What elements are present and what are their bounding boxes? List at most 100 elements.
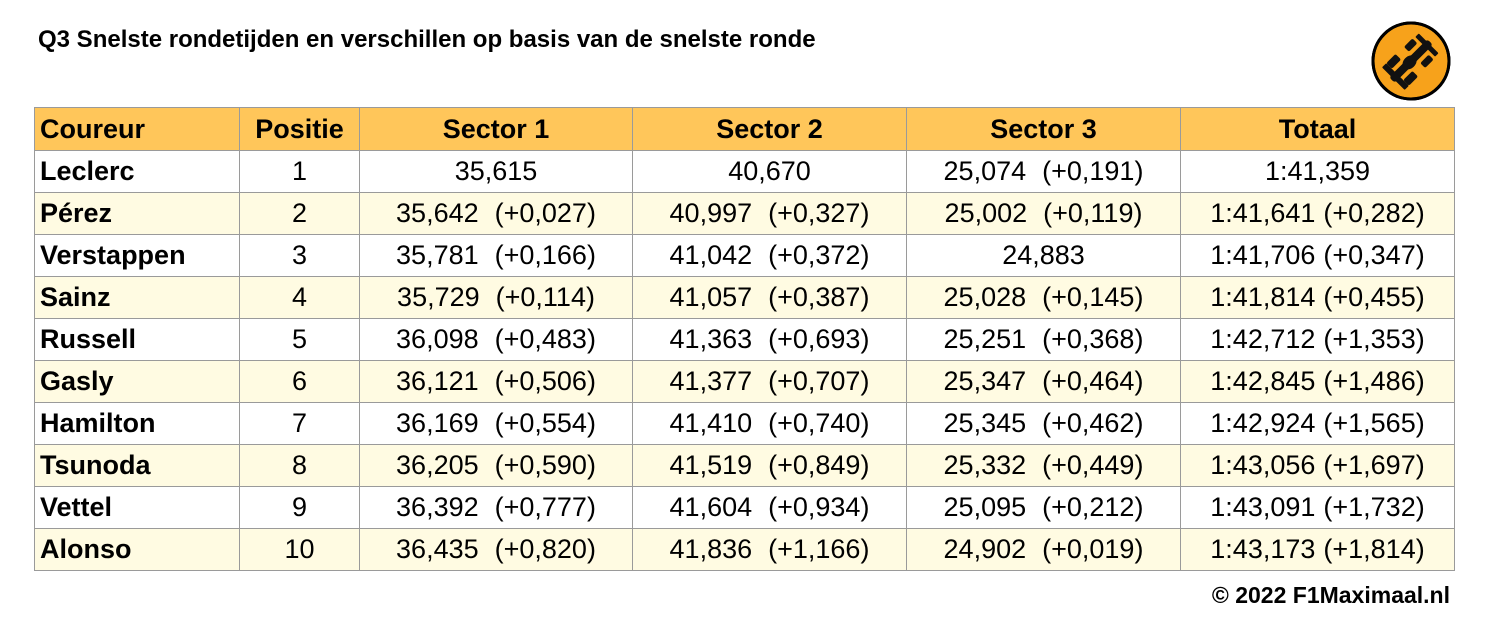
table-row: Verstappen 3 35,781 (+0,166) 41,042 (+0,372) 2… (34, 234, 1455, 277)
sector2-time: 40,670 (728, 156, 811, 186)
sector2-cell: 41,042 (+0,372) (632, 234, 907, 277)
driver-cell: Gasly (34, 360, 240, 403)
sector2-time: 41,836 (669, 534, 753, 564)
sector2-cell: 41,410 (+0,740) (632, 402, 907, 445)
driver-cell: Leclerc (34, 150, 240, 193)
sector2-diff: (+0,707) (768, 366, 870, 396)
sector1-diff: (+0,483) (494, 324, 596, 354)
column-header: Positie (239, 107, 360, 151)
column-header: Sector 1 (359, 107, 633, 151)
total-cell: 1:42,924 (+1,565) (1180, 402, 1455, 445)
sector2-time: 41,377 (669, 366, 753, 396)
sector2-cell: 41,519 (+0,849) (632, 444, 907, 487)
lap-times-table: Coureur Positie Sector 1 Sector 2 Sector… (34, 107, 1455, 571)
total-time: 1:42,845 (1210, 366, 1316, 396)
position-cell: 9 (239, 486, 360, 529)
column-header: Coureur (34, 107, 240, 151)
sector3-time: 25,345 (943, 408, 1027, 438)
sector3-cell: 25,002 (+0,119) (906, 192, 1181, 235)
sector2-diff: (+0,387) (768, 282, 870, 312)
sector2-cell: 40,997 (+0,327) (632, 192, 907, 235)
total-cell: 1:41,641 (+0,282) (1180, 192, 1455, 235)
driver-cell: Sainz (34, 276, 240, 319)
sector3-time: 25,002 (944, 198, 1028, 228)
sector2-time: 41,042 (669, 240, 753, 270)
sector3-cell: 25,028 (+0,145) (906, 276, 1181, 319)
copyright-footer: © 2022 F1Maximaal.nl (1211, 582, 1450, 608)
sector1-cell: 35,615 (359, 150, 633, 193)
sector2-time: 41,410 (669, 408, 753, 438)
total-cell: 1:42,845 (+1,486) (1180, 360, 1455, 403)
sector3-cell: 25,251 (+0,368) (906, 318, 1181, 361)
sector2-cell: 41,363 (+0,693) (632, 318, 907, 361)
sector1-cell: 36,098 (+0,483) (359, 318, 633, 361)
total-cell: 1:41,814 (+0,455) (1180, 276, 1455, 319)
sector1-time: 35,729 (397, 282, 480, 312)
racing-car-icon (1371, 21, 1451, 101)
sector2-diff: (+0,740) (768, 408, 870, 438)
sector2-cell: 41,057 (+0,387) (632, 276, 907, 319)
sector1-time: 35,615 (454, 156, 538, 186)
sector1-cell: 36,205 (+0,590) (359, 444, 633, 487)
sector2-diff: (+0,934) (768, 492, 870, 522)
sector3-diff: (+0,464) (1042, 366, 1144, 396)
sector2-cell: 41,604 (+0,934) (632, 486, 907, 529)
sector2-time: 41,519 (669, 450, 753, 480)
sector1-diff: (+0,554) (494, 408, 596, 438)
table-row: Tsunoda 8 36,205 (+0,590) 41,519 (+0,849) 25,3… (34, 444, 1455, 487)
table-row: Russell 5 36,098 (+0,483) 41,363 (+0,693) 25,2… (34, 318, 1455, 361)
sector3-cell: 24,883 (906, 234, 1181, 277)
total-cell: 1:43,091 (+1,732) (1180, 486, 1455, 529)
driver-cell: Pérez (34, 192, 240, 235)
position-cell: 1 (239, 150, 360, 193)
driver-cell: Alonso (34, 528, 240, 571)
total-time: 1:42,924 (1210, 408, 1316, 438)
sector3-cell: 25,074 (+0,191) (906, 150, 1181, 193)
sector1-time: 36,121 (396, 366, 479, 396)
driver-cell: Vettel (34, 486, 240, 529)
sector3-diff: (+0,119) (1043, 198, 1143, 228)
sector3-diff: (+0,449) (1042, 450, 1144, 480)
sector2-cell: 40,670 (632, 150, 907, 193)
sector2-cell: 41,836 (+1,166) (632, 528, 907, 571)
sector3-time: 25,095 (943, 492, 1027, 522)
table-row: Gasly 6 36,121 (+0,506) 41,377 (+0,707) 25,347… (34, 360, 1455, 403)
sector1-time: 35,781 (396, 240, 479, 270)
driver-cell: Tsunoda (34, 444, 240, 487)
sector2-time: 41,057 (669, 282, 753, 312)
sector1-cell: 35,642 (+0,027) (359, 192, 633, 235)
sector1-diff: (+0,114) (495, 282, 595, 312)
sector1-diff: (+0,506) (494, 366, 596, 396)
sector1-time: 35,642 (396, 198, 479, 228)
driver-cell: Russell (34, 318, 240, 361)
position-cell: 10 (239, 528, 360, 571)
driver-cell: Hamilton (34, 402, 240, 445)
total-time: 1:41,359 (1264, 156, 1371, 186)
sector1-cell: 36,392 (+0,777) (359, 486, 633, 529)
total-time: 1:42,712 (1210, 324, 1316, 354)
table-row: Pérez 2 35,642 (+0,027) 40,997 (+0,327) 25,002… (34, 192, 1455, 235)
position-cell: 6 (239, 360, 360, 403)
total-diff: (+1,697) (1323, 450, 1425, 480)
position-cell: 3 (239, 234, 360, 277)
sector3-cell: 24,902 (+0,019) (906, 528, 1181, 571)
sector3-cell: 25,095 (+0,212) (906, 486, 1181, 529)
column-header: Sector 2 (632, 107, 907, 151)
sector3-cell: 25,332 (+0,449) (906, 444, 1181, 487)
sector3-time: 25,347 (943, 366, 1027, 396)
sector3-time: 25,332 (943, 450, 1027, 480)
sector2-time: 40,997 (669, 198, 753, 228)
total-diff: (+0,455) (1323, 282, 1425, 312)
sector3-time: 24,902 (943, 534, 1027, 564)
sector1-cell: 36,121 (+0,506) (359, 360, 633, 403)
total-diff: (+0,282) (1323, 198, 1425, 228)
sector3-time: 25,028 (943, 282, 1027, 312)
position-cell: 4 (239, 276, 360, 319)
sector2-diff: (+0,372) (768, 240, 870, 270)
sector1-cell: 35,781 (+0,166) (359, 234, 633, 277)
sector2-diff: (+0,849) (768, 450, 870, 480)
table-header-row: Coureur Positie Sector 1 Sector 2 Sector… (34, 107, 1455, 151)
sector3-time: 25,074 (943, 156, 1027, 186)
total-diff: (+1,732) (1323, 492, 1425, 522)
sector3-diff: (+0,191) (1042, 156, 1144, 186)
